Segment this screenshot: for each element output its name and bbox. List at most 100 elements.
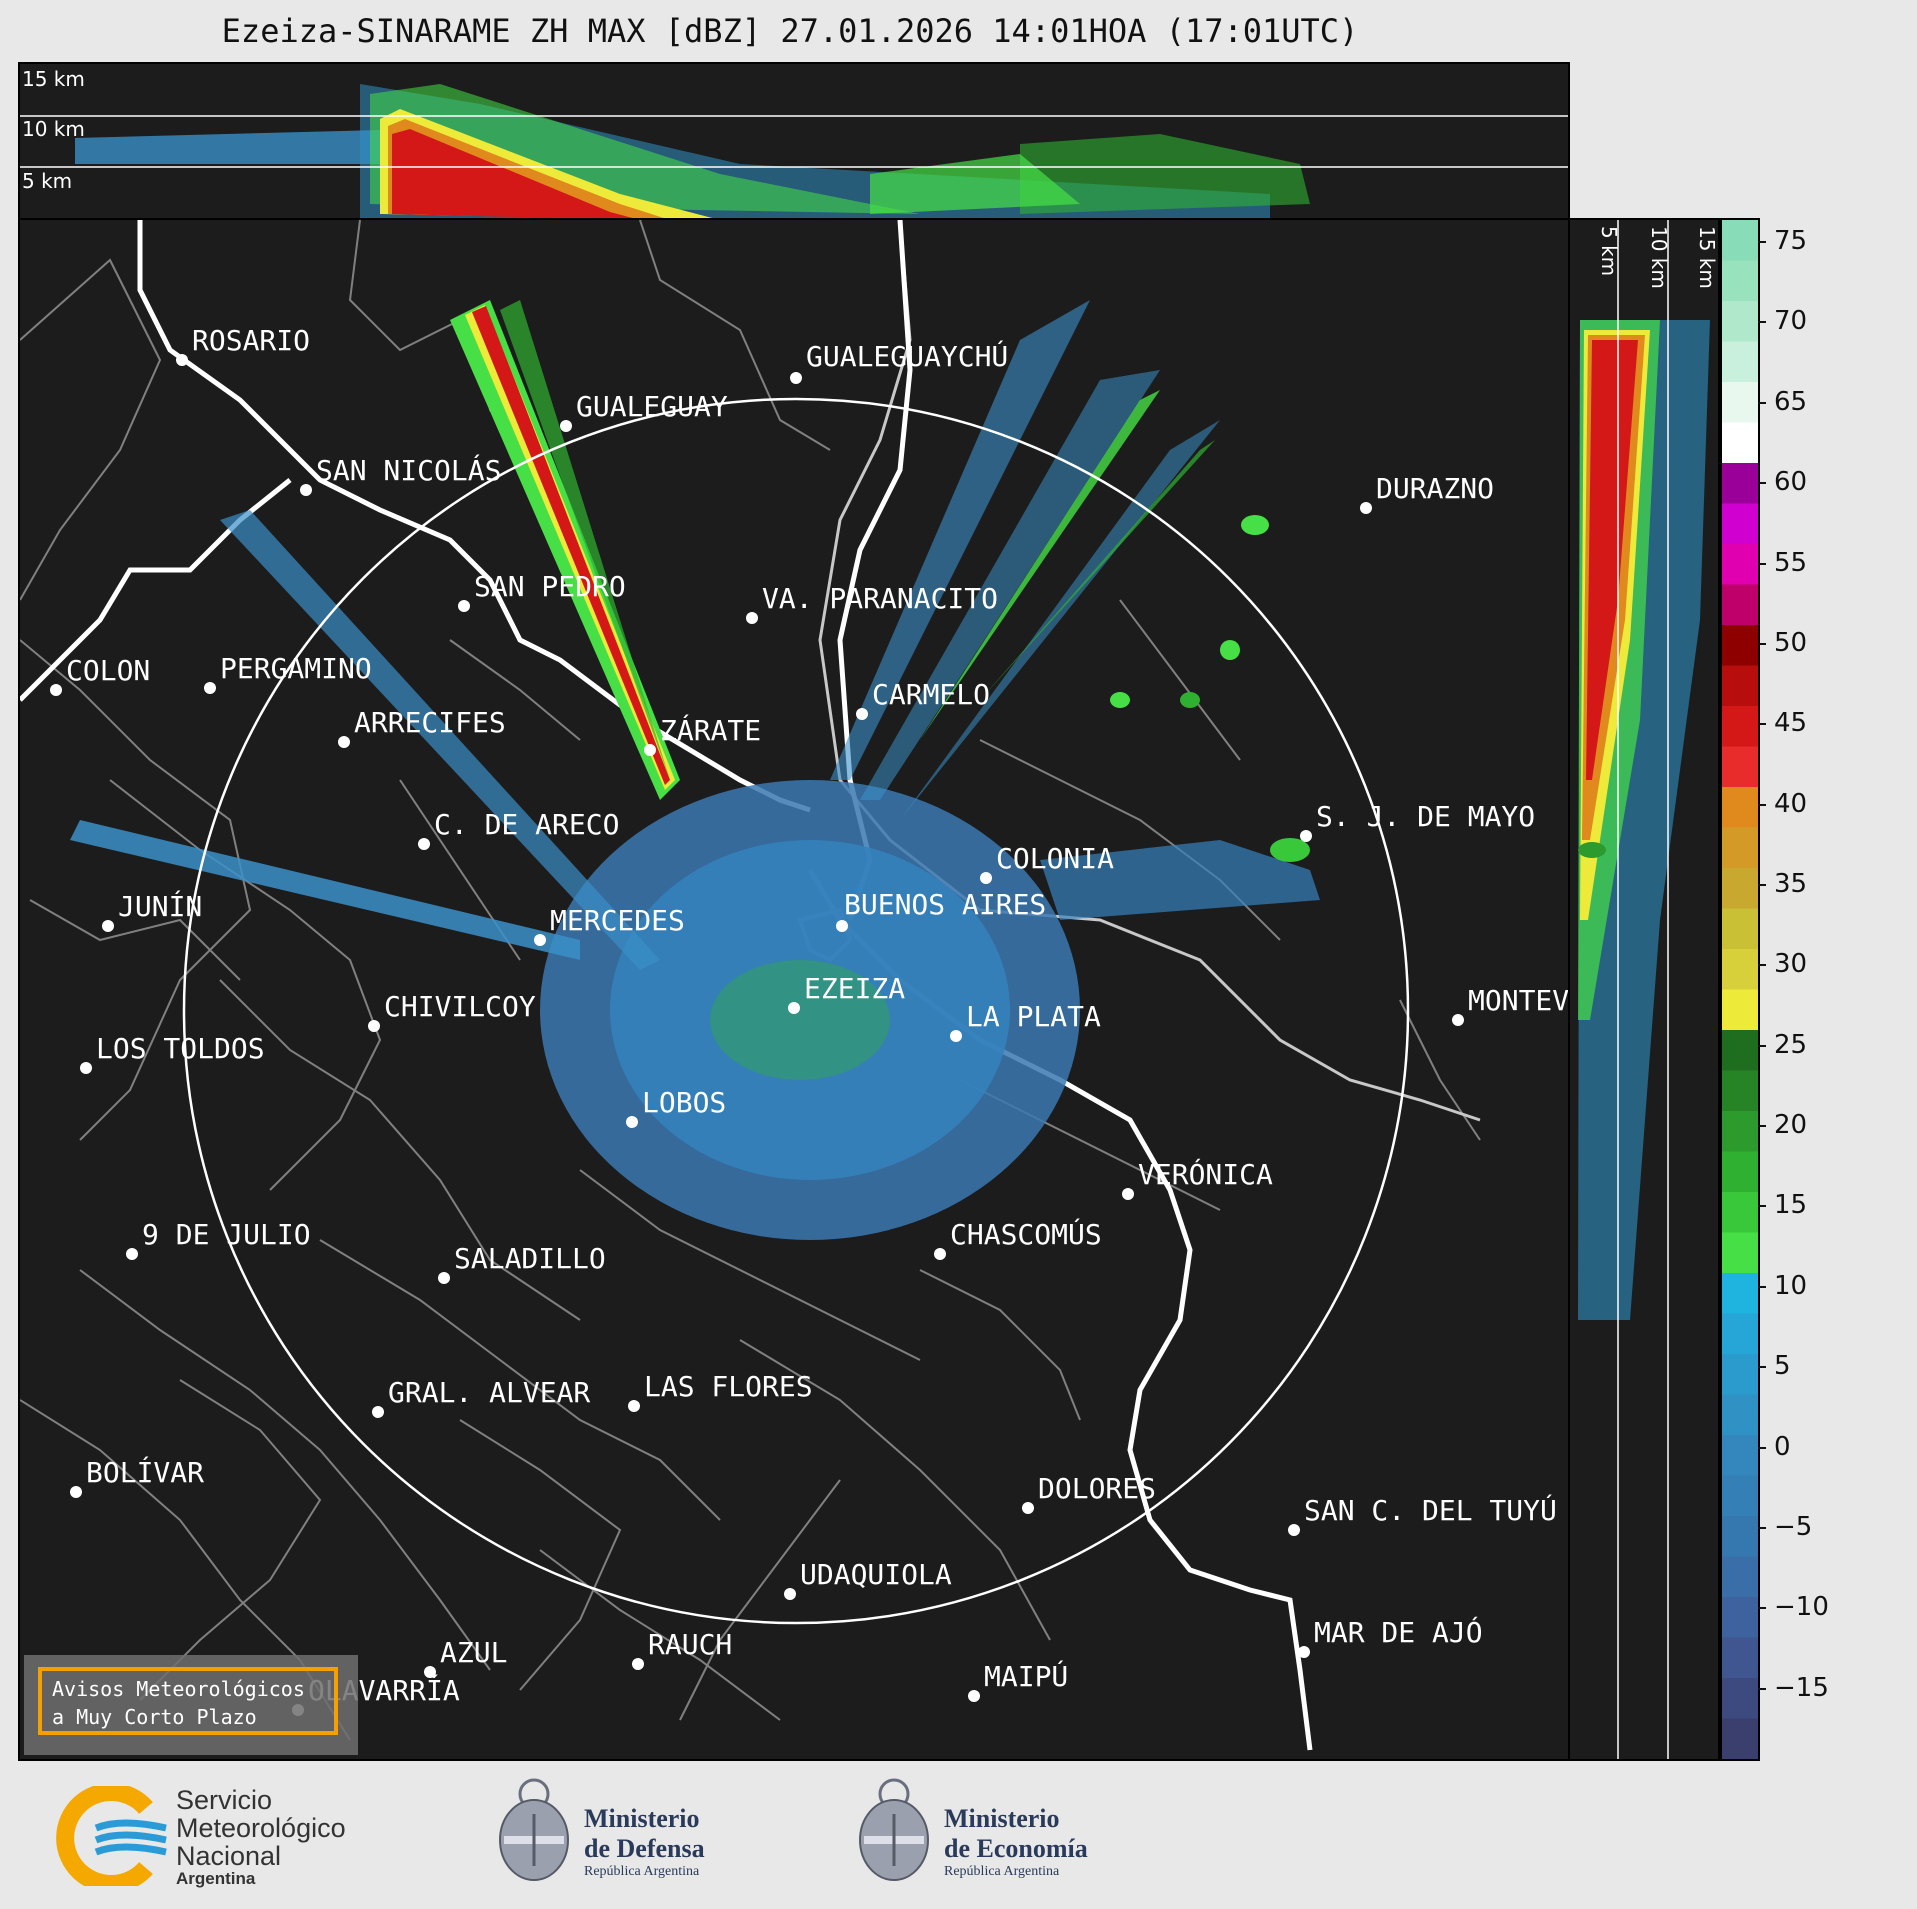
city-label-gualeguay: GUALEGUAY [576,390,728,423]
city-label-azul: AZUL [440,1636,507,1669]
city-label-lobos: LOBOS [642,1086,726,1119]
city-label-udaquiola: UDAQUIOLA [800,1558,952,1591]
echo-green-right [1020,134,1310,214]
colorbar-tick-label: 65 [1757,387,1807,417]
city-markers [50,354,1464,1716]
colorbar-tick-label: 45 [1757,708,1807,738]
colorbar-tick-label: 0 [1758,1432,1791,1462]
city-label-maipu: MAIPÚ [984,1659,1068,1693]
top-cross-section: 15 km 10 km 5 km [18,62,1570,220]
defensa-line-2: de Defensa [584,1834,705,1863]
colorbar-tick-label: 75 [1757,226,1807,256]
city-label-rauch: RAUCH [648,1628,732,1661]
colorbar-tick-label: 35 [1757,869,1807,899]
city-label-chascomus: CHASCOMÚS [950,1217,1102,1251]
city-label-veronica: VERÓNICA [1138,1157,1273,1191]
smn-line-4: Argentina [176,1869,256,1888]
colorbar-tick-label: 60 [1757,467,1807,497]
side-cross-section-svg: 5 km 10 km 15 km [1578,220,1719,1759]
city-label-chivilcoy: CHIVILCOY [384,990,536,1023]
economia-sub: República Argentina [944,1864,1060,1879]
smn-line-3: Nacional [176,1841,282,1871]
city-label-san-c-del-tuyu: SAN C. DEL TUYÚ [1304,1493,1557,1527]
colorbar-tick-label: 5 [1758,1351,1791,1381]
economia-line-1: Ministerio [944,1804,1060,1833]
city-label-montevideo: MONTEVIDEO [1468,984,1570,1017]
colorbar-tick-label: −5 [1757,1512,1812,1542]
city-label-san-nicolas: SAN NICOLÁS [316,453,501,487]
city-label-c-de-areco: C. DE ARECO [434,808,619,841]
city-label-san-pedro: SAN PEDRO [474,570,626,603]
colorbar-tick-label: −10 [1758,1592,1829,1622]
city-label-mercedes: MERCEDES [550,904,685,937]
smn-logo: Servicio Meteorológico Nacional Argentin… [56,1785,396,1888]
city-label-colonia: COLONIA [996,842,1114,875]
aviso-panel[interactable]: Avisos Meteorológicos a Muy Corto Plazo [24,1655,358,1755]
colorbar [1720,218,1760,1761]
colorbar-tick-label: −15 [1758,1673,1829,1703]
city-labels: ROSARIO GUALEGUAYCHÚ GUALEGUAY SAN NICOL… [66,324,1570,1707]
radar-echoes [70,300,1320,1240]
city-label-ezeiza: EZEIZA [804,972,905,1005]
side-height-label-5km: 5 km [1597,226,1621,276]
height-label-5km: 5 km [22,169,72,193]
side-cross-section: 5 km 10 km 15 km [1568,218,1720,1761]
economia-line-2: de Economía [944,1834,1088,1863]
aviso-line-2: a Muy Corto Plazo [52,1705,257,1729]
city-label-los-toldos: LOS TOLDOS [96,1032,265,1065]
city-label-saladillo: SALADILLO [454,1242,606,1275]
city-label-va-paranacito: VA. PARANACITO [762,582,998,615]
aviso-link[interactable]: Avisos Meteorológicos a Muy Corto Plazo [38,1667,338,1735]
defensa-logo: Ministerio de Defensa República Argentin… [494,1774,754,1894]
colorbar-tick-label: 20 [1757,1110,1807,1140]
smn-line-1: Servicio [176,1785,273,1815]
side-height-label-10km: 10 km [1647,226,1671,289]
city-label-las-flores: LAS FLORES [644,1370,813,1403]
city-label-carmelo: CARMELO [872,678,990,711]
colorbar-tick-label: 70 [1757,306,1807,336]
colorbar-tick-label: 10 [1757,1271,1807,1301]
top-cross-section-svg: 15 km 10 km 5 km [20,67,1568,218]
city-label-la-plata: LA PLATA [966,1000,1101,1033]
city-label-pergamino: PERGAMINO [220,652,372,685]
aviso-line-1: Avisos Meteorológicos [52,1677,305,1701]
colorbar-tick-label: 25 [1757,1030,1807,1060]
boundaries [20,220,1481,1741]
city-label-bolivar: BOLÍVAR [86,1455,204,1489]
city-label-mar-de-ajo: MAR DE AJÓ [1314,1615,1483,1649]
smn-logo-mark [56,1786,167,1886]
economia-logo: Ministerio de Economía República Argenti… [854,1774,1134,1894]
chart-title: Ezeiza-SINARAME ZH MAX [dBZ] 27.01.2026 … [221,12,1359,50]
city-label-9-de-julio: 9 DE JULIO [142,1218,311,1251]
city-label-zarate: ZÁRATE [660,713,761,747]
colorbar-tick-label: 30 [1757,949,1807,979]
side-height-label-15km: 15 km [1695,226,1719,289]
city-label-buenos-aires: BUENOS AIRES [844,888,1046,921]
city-label-colon: COLON [66,654,150,687]
echo-red-top [392,129,633,218]
city-label-gualeguaychu: GUALEGUAYCHÚ [806,339,1008,373]
colorbar-tick-label: 55 [1757,548,1807,578]
city-label-dolores: DOLORES [1038,1472,1156,1505]
defensa-sub: República Argentina [584,1864,700,1879]
city-label-sj-de-mayo: S. J. DE MAYO [1316,800,1535,833]
radar-map-svg[interactable]: ROSARIO GUALEGUAYCHÚ GUALEGUAY SAN NICOL… [20,220,1570,1761]
defensa-line-1: Ministerio [584,1804,700,1833]
colorbar-tick-label: 15 [1757,1190,1807,1220]
radar-map[interactable]: ROSARIO GUALEGUAYCHÚ GUALEGUAY SAN NICOL… [18,218,1570,1761]
echo-green-mid [870,154,1080,214]
echo-band-west [75,130,380,164]
coat-of-arms-icon [859,1778,929,1881]
city-label-rosario: ROSARIO [192,324,310,357]
smn-line-2: Meteorológico [176,1813,346,1843]
city-label-junin: JUNÍN [118,889,202,923]
colorbar-tick-label: 40 [1757,789,1807,819]
city-label-arrecifes: ARRECIFES [354,706,506,739]
city-label-durazno: DURAZNO [1376,472,1494,505]
height-label-10km: 10 km [22,117,85,141]
city-label-gral-alvear: GRAL. ALVEAR [388,1376,590,1409]
coat-of-arms-icon [499,1778,569,1881]
colorbar-tick-label: 50 [1757,628,1807,658]
parana-river [137,220,811,813]
range-ring [182,397,1410,1625]
